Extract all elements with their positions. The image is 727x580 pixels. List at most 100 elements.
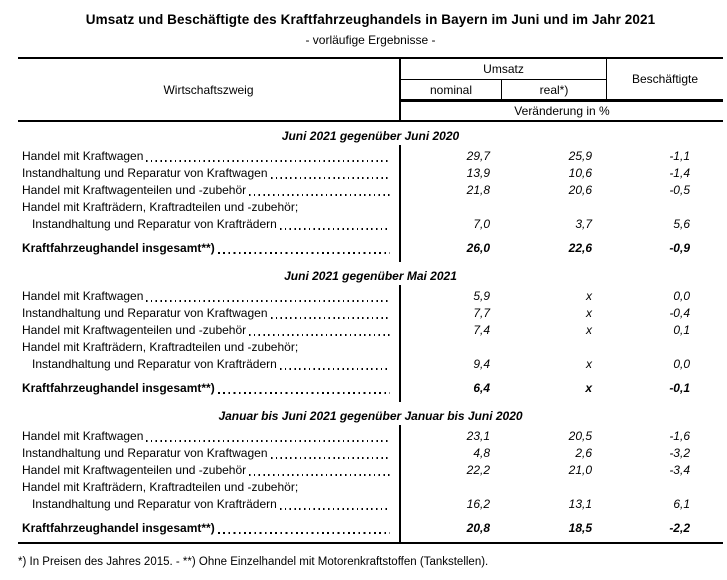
value-real: x xyxy=(586,357,592,371)
value-beschaeftigte: 0,0 xyxy=(673,357,690,371)
value-beschaeftigte: 0,1 xyxy=(673,323,690,337)
row-label: Instandhaltung und Reparatur von Kraftwa… xyxy=(22,446,268,460)
dot-leader xyxy=(217,391,390,394)
table-row: Handel mit Kraftwagenteilen und -zubehör… xyxy=(18,462,723,479)
value-beschaeftigte: -0,5 xyxy=(669,183,690,197)
value-real: 20,5 xyxy=(568,429,592,443)
column-divider-line xyxy=(399,425,401,542)
value-beschaeftigte: -1,4 xyxy=(669,166,690,180)
row-label-line: Handel mit Kraftwagenteilen und -zubehör xyxy=(22,462,390,479)
value-nominal: 4,8 xyxy=(473,446,490,460)
value-real: 21,0 xyxy=(568,463,592,477)
row-label-line: Handel mit Kraftwagen xyxy=(22,428,390,445)
table-row: Kraftfahrzeughandel insgesamt**) 20,8 18… xyxy=(18,520,723,537)
row-label-line1: Handel mit Krafträdern, Kraftradteilen u… xyxy=(22,480,299,494)
table-row: Instandhaltung und Reparatur von Kraftwa… xyxy=(18,165,723,182)
header-col-nominal: nominal xyxy=(401,80,502,99)
row-label-cell: Instandhaltung und Reparatur von Kraftwa… xyxy=(18,165,401,182)
row-label: Handel mit Kraftwagen xyxy=(22,429,144,443)
row-label-line: Handel mit Kraftwagenteilen und -zubehör xyxy=(22,182,390,199)
footnote: *) In Preisen des Jahres 2015. - **) Ohn… xyxy=(18,556,489,568)
row-label: Handel mit Kraftwagenteilen und -zubehör xyxy=(22,323,247,337)
value-real: 3,7 xyxy=(575,217,592,231)
header-col-beschaeftigte: Beschäftigte xyxy=(606,59,723,99)
table-row: Instandhaltung und Reparatur von Kraftwa… xyxy=(18,445,723,462)
row-label-cell: Kraftfahrzeughandel insgesamt**) xyxy=(18,380,401,397)
row-label-cell: Handel mit Kraftwagen xyxy=(18,148,401,165)
value-beschaeftigte: -1,1 xyxy=(669,149,690,163)
row-label-line: Instandhaltung und Reparatur von Kraftwa… xyxy=(22,165,390,182)
value-nominal: 7,4 xyxy=(473,323,490,337)
row-label-line: Instandhaltung und Reparatur von Kraftwa… xyxy=(22,305,390,322)
value-nominal: 13,9 xyxy=(466,166,490,180)
value-real: 13,1 xyxy=(568,497,592,511)
dot-leader xyxy=(217,531,390,534)
dot-leader xyxy=(270,457,390,459)
row-label-line: Handel mit Kraftwagenteilen und -zubehör xyxy=(22,322,390,339)
value-real: 20,6 xyxy=(568,183,592,197)
row-label: Instandhaltung und Reparatur von Kraftwa… xyxy=(22,166,268,180)
value-nominal: 9,4 xyxy=(473,357,490,371)
row-label: Instandhaltung und Reparatur von Krafträ… xyxy=(32,497,277,511)
column-divider-line xyxy=(399,145,401,262)
dot-leader xyxy=(249,334,390,336)
value-real: x xyxy=(586,306,592,320)
table-header: Wirtschaftszweig Umsatz nominal real*) B… xyxy=(18,57,723,122)
dot-leader xyxy=(249,474,390,476)
row-label: Kraftfahrzeughandel insgesamt**) xyxy=(22,381,215,395)
section-rows: Handel mit Kraftwagen 29,7 25,9 -1,1 Ins… xyxy=(18,145,723,262)
row-label-cell: Handel mit Krafträdern, Kraftradteilen u… xyxy=(18,479,401,513)
row-label: Instandhaltung und Reparatur von Krafträ… xyxy=(32,217,277,231)
table-row: Instandhaltung und Reparatur von Kraftwa… xyxy=(18,305,723,322)
row-label-line1: Handel mit Krafträdern, Kraftradteilen u… xyxy=(22,340,299,354)
dot-leader xyxy=(217,251,390,254)
row-label-cell: Handel mit Kraftwagenteilen und -zubehör xyxy=(18,462,401,479)
row-label-cell: Handel mit Kraftwagenteilen und -zubehör xyxy=(18,322,401,339)
row-label-line: Instandhaltung und Reparatur von Krafträ… xyxy=(22,216,390,233)
row-label-cell: Handel mit Kraftwagen xyxy=(18,288,401,305)
row-label-line: Kraftfahrzeughandel insgesamt**) xyxy=(22,240,390,257)
page-subtitle: - vorläufige Ergebnisse - xyxy=(305,33,436,47)
value-real: x xyxy=(586,323,592,337)
row-label: Instandhaltung und Reparatur von Krafträ… xyxy=(32,357,277,371)
row-label-cell: Handel mit Kraftwagen xyxy=(18,428,401,445)
section-title: Januar bis Juni 2021 gegenüber Januar bi… xyxy=(218,409,523,423)
column-divider-line xyxy=(399,285,401,402)
header-thick-rule xyxy=(401,99,723,102)
dot-leader xyxy=(146,160,390,162)
value-nominal: 7,7 xyxy=(473,306,490,320)
section-title: Juni 2021 gegenüber Juni 2020 xyxy=(281,129,460,143)
value-nominal: 6,4 xyxy=(473,381,490,395)
dot-leader xyxy=(146,440,390,442)
header-col-wirtschaftszweig: Wirtschaftszweig xyxy=(18,59,401,120)
value-nominal: 26,0 xyxy=(466,241,490,255)
value-nominal: 16,2 xyxy=(466,497,490,511)
value-nominal: 21,8 xyxy=(466,183,490,197)
value-beschaeftigte: -2,2 xyxy=(669,521,690,535)
value-nominal: 29,7 xyxy=(466,149,490,163)
table-row: Handel mit Kraftwagenteilen und -zubehör… xyxy=(18,182,723,199)
header-col-umsatz: Umsatz xyxy=(401,59,606,80)
row-label: Handel mit Kraftwagenteilen und -zubehör xyxy=(22,183,247,197)
section: Juni 2021 gegenüber Juni 2020 Handel mit… xyxy=(18,128,723,262)
value-real: 25,9 xyxy=(568,149,592,163)
page-title: Umsatz und Beschäftigte des Kraftfahrzeu… xyxy=(85,12,656,27)
table-row: Handel mit Kraftwagen 5,9 x 0,0 xyxy=(18,288,723,305)
value-beschaeftigte: 0,0 xyxy=(673,289,690,303)
row-label-cell: Kraftfahrzeughandel insgesamt**) xyxy=(18,240,401,257)
value-nominal: 5,9 xyxy=(473,289,490,303)
value-beschaeftigte: -3,2 xyxy=(669,446,690,460)
row-label-cell: Instandhaltung und Reparatur von Kraftwa… xyxy=(18,305,401,322)
row-label-line: Kraftfahrzeughandel insgesamt**) xyxy=(22,520,390,537)
row-label-line1: Handel mit Krafträdern, Kraftradteilen u… xyxy=(22,200,299,214)
table-body: Juni 2021 gegenüber Juni 2020 Handel mit… xyxy=(18,128,723,542)
table-row: Handel mit Krafträdern, Kraftradteilen u… xyxy=(18,479,723,513)
row-label-line: Instandhaltung und Reparatur von Krafträ… xyxy=(22,356,390,373)
value-nominal: 20,8 xyxy=(466,521,490,535)
row-label: Instandhaltung und Reparatur von Kraftwa… xyxy=(22,306,268,320)
value-real: 10,6 xyxy=(568,166,592,180)
header-unit-veraenderung: Veränderung in % xyxy=(514,104,610,118)
dot-leader xyxy=(146,300,390,302)
row-label-cell: Instandhaltung und Reparatur von Kraftwa… xyxy=(18,445,401,462)
